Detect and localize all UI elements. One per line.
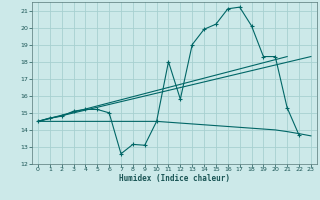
- X-axis label: Humidex (Indice chaleur): Humidex (Indice chaleur): [119, 174, 230, 183]
